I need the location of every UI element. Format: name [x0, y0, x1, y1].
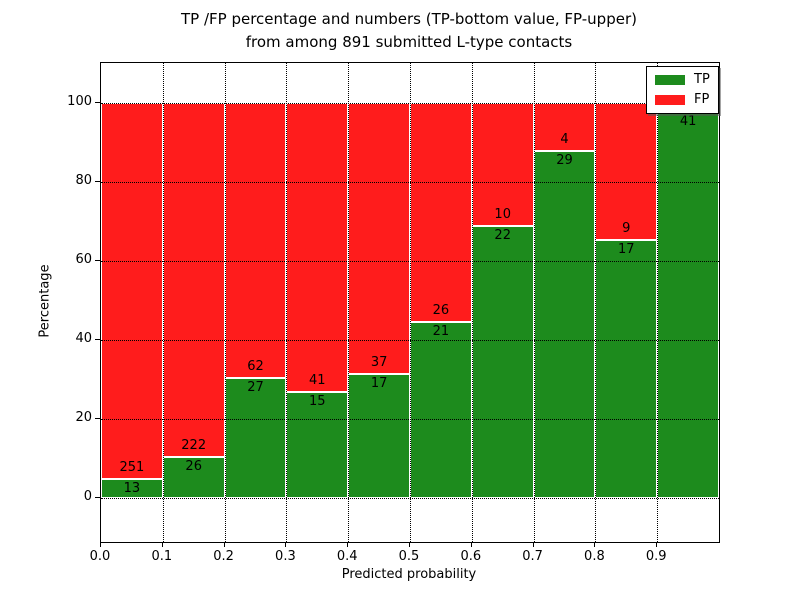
x-tick-label: 0.9 [645, 549, 667, 564]
x-tick-label: 0.2 [213, 549, 234, 564]
legend: TP FP [646, 66, 719, 114]
bar-tp-segment [224, 378, 287, 499]
y-tick-mark [95, 259, 100, 261]
bar-tp-segment [657, 112, 719, 499]
x-tick-mark [347, 542, 349, 547]
x-tick-label: 0.0 [89, 549, 111, 564]
tp-legend-swatch [655, 75, 685, 85]
gridline-horizontal [101, 419, 719, 421]
x-tick-mark [594, 542, 596, 547]
y-tick-label: 80 [75, 172, 92, 188]
bar-fp-segment [224, 102, 287, 379]
x-tick-mark [161, 542, 163, 547]
gridline-vertical [348, 63, 350, 542]
x-tick-label: 0.5 [398, 549, 420, 564]
bar-tp-segment [471, 226, 534, 499]
y-tick-mark [95, 497, 100, 499]
bar-fp-count-label: 4 [560, 131, 569, 147]
bar-tp-count-label: 29 [556, 152, 573, 168]
fp-legend-label: FP [694, 92, 710, 107]
bar-fp-count-label: 222 [181, 437, 207, 453]
y-tick-mark [95, 101, 100, 103]
bar-fp-segment [348, 102, 410, 374]
bar-tp-count-label: 17 [618, 241, 635, 257]
y-tick-mark [95, 339, 100, 341]
bar-fp-segment [595, 102, 658, 240]
bar-tp-segment [595, 239, 658, 499]
fp-legend-swatch [655, 95, 685, 105]
x-tick-mark [285, 542, 287, 547]
bar-fp-segment [162, 102, 225, 457]
gridline-vertical [471, 63, 473, 542]
tp-legend-label: TP [694, 72, 710, 87]
x-tick-mark [223, 542, 225, 547]
y-tick-mark [95, 418, 100, 420]
x-tick-label: 0.8 [584, 549, 605, 564]
y-tick-label: 60 [75, 251, 92, 267]
gridline-horizontal [101, 340, 719, 342]
bar-fp-count-label: 26 [432, 302, 450, 318]
x-tick-label: 0.4 [336, 549, 358, 564]
x-tick-mark [100, 542, 101, 547]
x-axis-label: Predicted probability [341, 567, 477, 582]
bar-fp-segment [410, 102, 472, 322]
y-tick-mark [95, 180, 100, 182]
bar-tp-segment [348, 373, 410, 499]
x-tick-label: 0.6 [460, 549, 482, 564]
gridline-vertical [224, 63, 226, 542]
x-tick-mark [470, 542, 472, 547]
chart-title-line2: from among 891 submitted L-type contacts [245, 33, 573, 51]
bar-tp-count-label: 26 [185, 458, 202, 474]
bar-fp-segment [471, 102, 534, 227]
gridline-vertical [595, 63, 597, 542]
gridline-vertical [657, 63, 659, 542]
bar-fp-segment [101, 102, 163, 479]
gridline-vertical [286, 63, 288, 542]
bar-fp-count-label: 37 [370, 354, 388, 370]
x-tick-mark [656, 542, 658, 547]
x-tick-label: 0.1 [151, 549, 173, 564]
y-tick-label: 100 [67, 93, 92, 109]
bar-tp-segment [410, 321, 472, 499]
x-tick-mark [532, 542, 534, 547]
bar-tp-segment [101, 478, 163, 499]
bar-fp-count-label: 41 [309, 373, 326, 389]
bar-tp-count-label: 22 [494, 228, 511, 244]
bar-fp-count-label: 10 [494, 207, 511, 223]
bar-tp-count-label: 13 [123, 480, 141, 496]
bar-fp-segment [286, 102, 349, 393]
gridline-horizontal [101, 498, 719, 500]
bar-tp-segment [533, 150, 596, 499]
gridline-horizontal [101, 102, 719, 104]
x-tick-label: 0.3 [275, 549, 296, 564]
bar-fp-count-label: 62 [247, 359, 264, 375]
bar-fp-count-label: 251 [119, 459, 145, 475]
bar-tp-count-label: 21 [432, 323, 450, 339]
x-tick-label: 0.7 [522, 549, 543, 564]
bar-tp-segment [162, 456, 225, 499]
y-tick-label: 20 [75, 410, 92, 426]
gridline-horizontal [101, 181, 719, 183]
gridline-horizontal [101, 260, 719, 262]
legend-row-fp: FP [655, 93, 710, 107]
x-tick-mark [409, 542, 410, 547]
y-axis-label: Percentage [37, 264, 53, 338]
y-tick-label: 0 [83, 489, 92, 505]
chart-title-line1: TP /FP percentage and numbers (TP-bottom… [181, 10, 637, 28]
chart-title: TP /FP percentage and numbers (TP-bottom… [100, 8, 718, 54]
y-tick-label: 40 [75, 331, 92, 347]
bar-tp-count-label: 15 [309, 394, 326, 410]
legend-row-tp: TP [655, 73, 710, 87]
bar-tp-count-label: 17 [370, 375, 388, 391]
bar-fp-count-label: 9 [622, 220, 631, 236]
bar-tp-count-label: 27 [247, 380, 264, 396]
gridline-vertical [162, 63, 164, 542]
bar-tp-count-label: 41 [679, 114, 697, 129]
bar-tp-segment [286, 392, 349, 499]
plot-area: 251132222662274115371726211022429917141 [100, 62, 720, 543]
gridline-vertical [533, 63, 535, 542]
gridline-vertical [410, 63, 411, 542]
